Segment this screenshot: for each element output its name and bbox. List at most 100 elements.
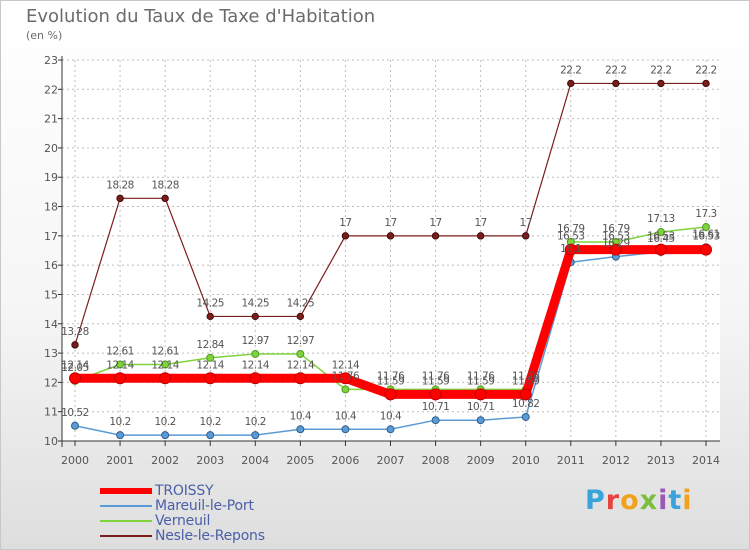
data-label: 12.14: [196, 359, 224, 371]
data-label: 16.61: [692, 228, 720, 240]
data-label: 14.25: [196, 297, 224, 309]
data-point: [386, 232, 395, 240]
data-label: 16.79: [557, 223, 585, 235]
data-point: [654, 243, 667, 256]
data-point: [476, 416, 485, 425]
x-tick-label: 2002: [151, 454, 179, 467]
data-point: [294, 372, 307, 385]
data-point: [339, 372, 352, 385]
data-point: [341, 385, 350, 394]
data-label: 11.76: [377, 370, 405, 382]
data-point: [69, 372, 81, 385]
data-label: 17.3: [695, 208, 716, 220]
data-point: [204, 372, 217, 385]
data-label: 12.97: [287, 335, 315, 347]
data-label: 10.71: [422, 401, 450, 413]
data-point: [71, 341, 79, 349]
y-tick-label: 11: [44, 406, 58, 419]
legend-swatch-troissy: [100, 488, 152, 494]
data-point: [612, 79, 620, 88]
data-point: [296, 349, 305, 358]
data-label: 17: [384, 217, 396, 229]
data-label: 10.82: [512, 398, 540, 410]
x-tick-label: 2012: [602, 454, 630, 467]
data-label: 11.76: [512, 370, 540, 382]
legend-swatch-nesle: [100, 535, 152, 537]
data-label: 17.13: [647, 213, 675, 225]
x-tick-label: 2011: [557, 454, 585, 467]
data-label: 12.61: [151, 346, 179, 358]
data-label: 17: [339, 217, 351, 229]
x-tick-label: 2006: [331, 454, 359, 467]
data-point: [341, 232, 350, 240]
data-point: [161, 194, 169, 203]
data-label: 16.53: [647, 231, 675, 243]
data-point: [386, 425, 395, 434]
x-tick-label: 2013: [647, 454, 675, 467]
data-point: [251, 349, 260, 358]
data-label: 10.71: [467, 401, 495, 413]
data-label: 14.25: [242, 297, 270, 309]
data-label: 12.14: [332, 359, 360, 371]
logo-letter: i: [682, 485, 693, 516]
data-point: [609, 243, 622, 256]
logo-letter: r: [605, 485, 621, 516]
data-label: 16.53: [692, 231, 720, 243]
x-tick-label: 2014: [692, 454, 720, 467]
y-tick-label: 17: [44, 230, 58, 243]
data-point: [296, 425, 305, 434]
x-tick-label: 2001: [106, 454, 134, 467]
data-label: 12.14: [151, 359, 179, 371]
data-label: 10.2: [154, 416, 175, 428]
legend-label-mareuil: Mareuil-le-Port: [155, 498, 254, 514]
data-point: [564, 243, 577, 256]
data-label: 12.05: [61, 362, 89, 374]
data-point: [657, 79, 665, 88]
data-point: [206, 431, 215, 440]
y-tick-label: 10: [44, 435, 58, 448]
data-point: [251, 312, 259, 321]
data-label: 16.45: [647, 233, 675, 245]
data-point: [656, 228, 665, 237]
data-label: 12.14: [61, 359, 89, 371]
logo-letter: o: [620, 485, 640, 516]
data-point: [522, 232, 530, 240]
data-label: 10.2: [200, 416, 221, 428]
data-label: 22.2: [560, 64, 581, 76]
data-label: 12.97: [242, 335, 270, 347]
data-label: 10.52: [61, 407, 89, 419]
data-label: 10.2: [109, 416, 130, 428]
y-tick-label: 14: [44, 318, 58, 331]
x-tick-label: 2003: [196, 454, 224, 467]
data-point: [431, 232, 440, 240]
logo-letter: t: [668, 485, 683, 516]
data-point: [206, 353, 215, 362]
x-tick-label: 2008: [422, 454, 450, 467]
data-point: [116, 431, 125, 440]
data-label: 12.14: [287, 359, 315, 371]
legend-swatch-mareuil: [100, 505, 152, 507]
data-label: 10.4: [335, 410, 357, 422]
x-tick-label: 2007: [377, 454, 405, 467]
data-label: 17: [474, 217, 486, 229]
y-tick-label: 13: [44, 347, 58, 360]
data-label: 22.2: [650, 64, 671, 76]
data-point: [567, 79, 575, 88]
data-point: [116, 194, 124, 203]
data-label: 14.25: [287, 297, 315, 309]
data-label: 12.84: [196, 339, 224, 351]
data-point: [159, 372, 172, 385]
data-label: 18.28: [106, 179, 134, 191]
chart-subtitle: (en %): [26, 29, 63, 42]
data-label: 12.14: [242, 359, 270, 371]
data-point: [476, 232, 485, 240]
logo-letter: P: [585, 485, 606, 516]
data-point: [431, 416, 440, 425]
data-point: [521, 412, 530, 421]
legend-swatch-verneuil: [100, 520, 152, 522]
data-label: 17: [520, 217, 532, 229]
legend-label-nesle: Nesle-le-Repons: [155, 528, 265, 544]
data-label: 16.1: [560, 243, 581, 255]
x-tick-label: 2005: [286, 454, 314, 467]
data-label: 11.59: [512, 375, 540, 387]
